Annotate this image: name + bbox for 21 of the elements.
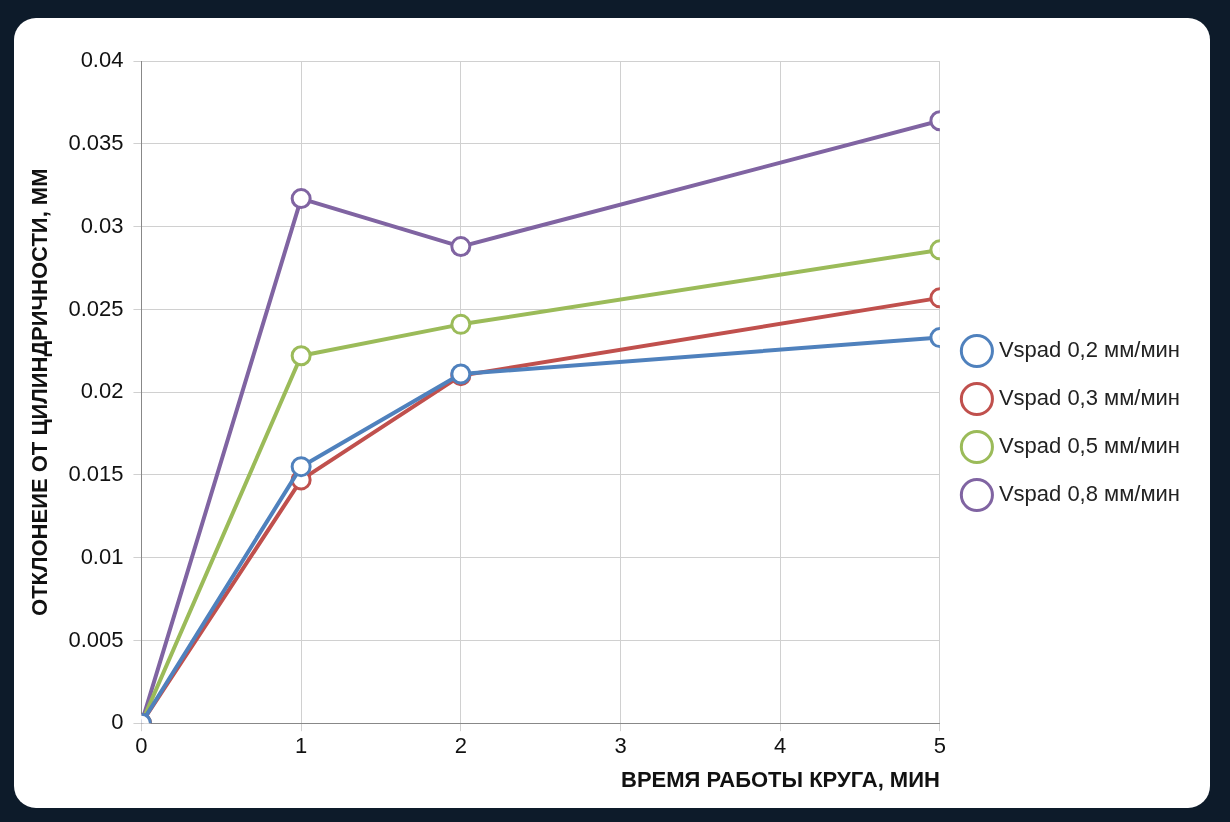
x-tick-label: 1 <box>295 733 308 759</box>
y-tick-label: 0.04 <box>80 47 124 73</box>
y-tick-label: 0.005 <box>68 626 124 652</box>
y-tick-label: 0.02 <box>80 378 124 404</box>
y-tick-label: 0.035 <box>68 130 124 156</box>
legend-label: Vspad 0,5 мм/мин <box>998 433 1181 459</box>
y-axis-title: ОТКЛОНЕИЕ ОТ ЦИЛИНДРИЧНОСТИ, ММ <box>27 168 53 616</box>
y-tick-label: 0.01 <box>80 543 124 569</box>
x-tick-label: 4 <box>774 733 787 759</box>
y-tick-label: 0 <box>111 709 124 735</box>
x-tick-label: 0 <box>135 733 148 759</box>
x-tick-label: 3 <box>614 733 627 759</box>
legend-label: Vspad 0,2 мм/мин <box>998 337 1181 363</box>
y-tick-label: 0.03 <box>80 212 124 238</box>
x-tick-label: 5 <box>933 733 947 759</box>
y-tick-label: 0.015 <box>68 461 124 487</box>
legend-label: Vspad 0,8 мм/мин <box>998 481 1181 507</box>
legend-label: Vspad 0,3 мм/мин <box>998 385 1181 411</box>
x-axis-title: ВРЕМЯ РАБОТЫ КРУГА, МИН <box>621 766 940 792</box>
x-tick-label: 2 <box>454 733 467 759</box>
y-tick-label: 0.025 <box>68 295 124 321</box>
